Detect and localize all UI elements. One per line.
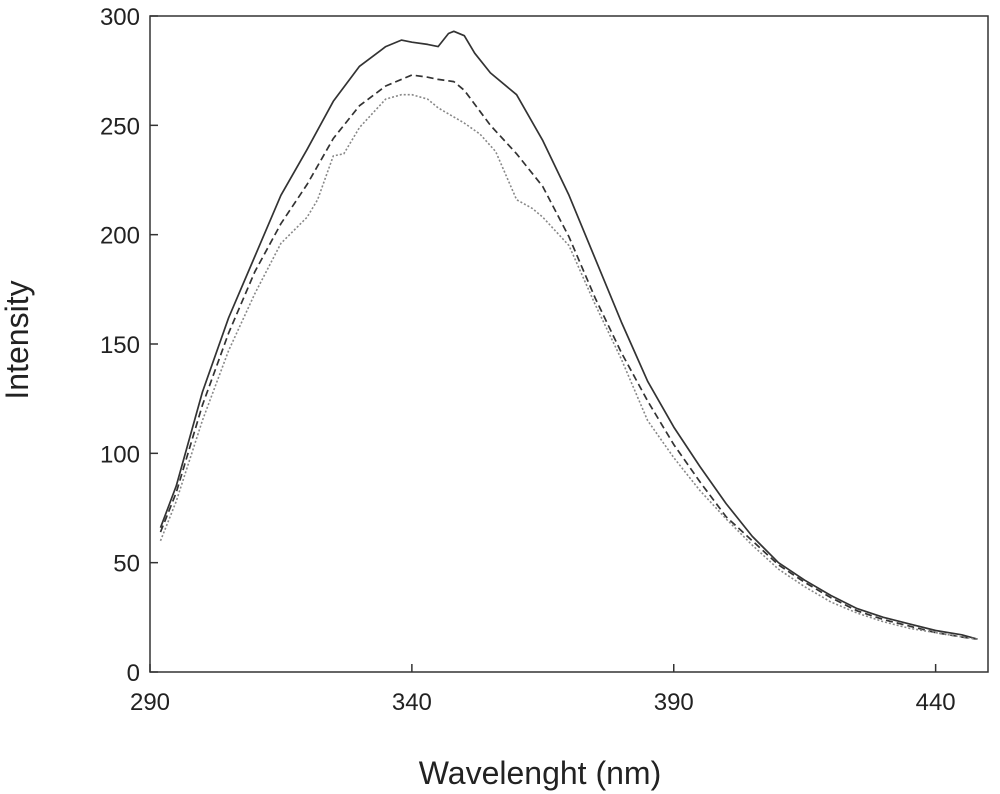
y-tick-label: 250 (100, 113, 140, 140)
x-axis: 290 340 390 440 (130, 664, 956, 716)
x-tick-label: 390 (654, 689, 694, 716)
series-line-dashed (159, 74, 978, 641)
series-line-dotted (159, 93, 978, 640)
x-tick-label: 290 (130, 689, 170, 716)
x-tick-label: 340 (392, 689, 432, 716)
plot-frame (149, 15, 989, 673)
y-axis: 0 50 100 150 200 250 300 (100, 4, 158, 687)
x-axis-title: Wavelenght (nm) (419, 755, 661, 791)
series-line-solid (159, 30, 978, 641)
y-tick-label: 50 (113, 551, 140, 578)
y-tick-label: 200 (100, 223, 140, 250)
x-tick-label: 440 (916, 689, 956, 716)
series-layer (159, 30, 978, 641)
y-tick-label: 300 (100, 4, 140, 31)
y-tick-label: 0 (127, 660, 140, 687)
y-tick-label: 150 (100, 332, 140, 359)
y-axis-title: Intensity (0, 280, 35, 399)
y-tick-label: 100 (100, 441, 140, 468)
